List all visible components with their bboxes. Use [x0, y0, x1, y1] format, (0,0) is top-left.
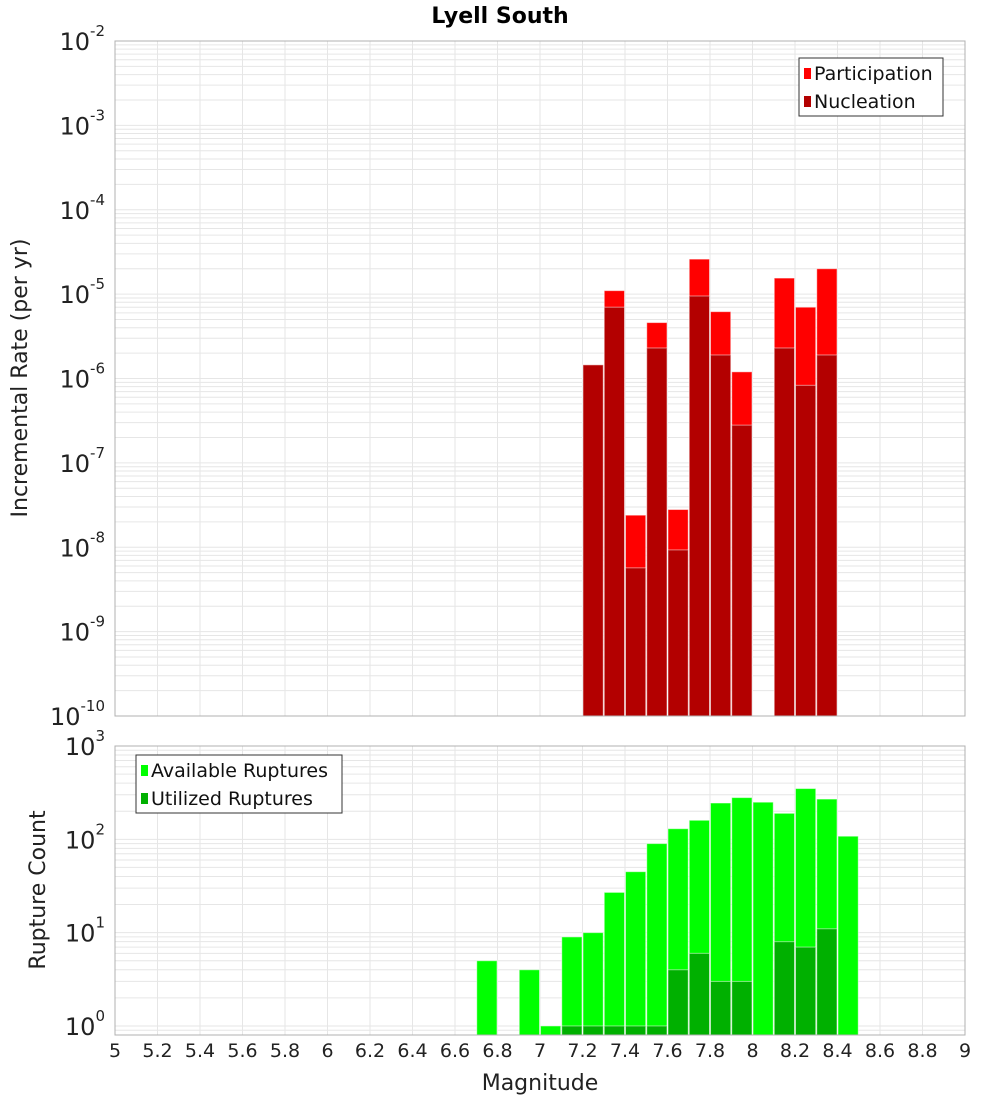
bar-utilized-ruptures: [731, 980, 753, 1036]
bar-nucleation: [795, 384, 817, 717]
plot-border-0: [114, 40, 966, 717]
legend-label: Participation: [814, 63, 933, 85]
legend-swatch: [141, 765, 148, 776]
x-tick-label: 5.8: [270, 1040, 300, 1062]
x-tick-label: 7.8: [695, 1040, 725, 1062]
bar-nucleation: [603, 306, 625, 717]
bar-nucleation: [773, 347, 795, 717]
bar-available-ruptures: [752, 801, 774, 1036]
x-tick-label: 6.6: [440, 1040, 470, 1062]
y-tick-label: 101: [65, 914, 105, 948]
x-tick-label: 7.4: [610, 1040, 640, 1062]
y-tick-label: 10-2: [59, 22, 105, 56]
bar-available-ruptures: [540, 1025, 562, 1036]
bar-utilized-ruptures: [625, 1025, 647, 1036]
legend-label: Nucleation: [814, 91, 916, 113]
bar-utilized-ruptures: [603, 1025, 625, 1036]
bar-available-ruptures: [476, 960, 498, 1036]
bar-available-ruptures: [625, 871, 647, 1036]
bar-available-ruptures: [646, 843, 668, 1036]
y-tick-label: 10-3: [59, 106, 105, 140]
bar-nucleation: [710, 354, 732, 717]
y-tick-label: 10-8: [59, 528, 105, 562]
x-tick-label: 6: [321, 1040, 333, 1062]
chart-title: Lyell South: [431, 4, 568, 29]
x-tick-label: 8: [746, 1040, 758, 1062]
bar-nucleation: [688, 295, 710, 717]
y-tick-label: 10-10: [50, 697, 105, 731]
bar-available-ruptures: [603, 891, 625, 1036]
legend-box: [798, 57, 944, 117]
x-tick-label: 8.2: [780, 1040, 810, 1062]
y-tick-label: 100: [65, 1007, 105, 1041]
x-tick-label: 7.6: [652, 1040, 682, 1062]
bar-available-ruptures: [561, 936, 583, 1036]
y-tick-label: 103: [65, 727, 105, 761]
legend-label: Available Ruptures: [151, 760, 328, 782]
top-y-axis-label: Incremental Rate (per yr): [8, 239, 33, 518]
bar-utilized-ruptures: [667, 969, 689, 1036]
y-tick-label: 10-5: [59, 275, 105, 309]
bar-available-ruptures: [582, 932, 604, 1036]
legend-label: Utilized Ruptures: [151, 788, 313, 810]
bar-utilized-ruptures: [561, 1025, 583, 1036]
bar-utilized-ruptures: [710, 980, 732, 1036]
y-tick-label: 10-9: [59, 613, 105, 647]
bar-utilized-ruptures: [688, 952, 710, 1036]
legend-swatch: [141, 793, 148, 804]
bar-available-ruptures: [837, 835, 859, 1036]
x-tick-label: 5.2: [142, 1040, 172, 1062]
bar-nucleation: [667, 549, 689, 717]
x-tick-label: 6.8: [482, 1040, 512, 1062]
bar-nucleation: [731, 424, 753, 717]
y-tick-label: 102: [65, 820, 105, 854]
x-tick-label: 5: [109, 1040, 121, 1062]
y-tick-label: 10-7: [59, 444, 105, 478]
bar-utilized-ruptures: [773, 941, 795, 1036]
x-tick-label: 5.4: [185, 1040, 215, 1062]
y-tick-label: 10-6: [59, 360, 105, 394]
bar-available-ruptures: [518, 969, 540, 1036]
bar-nucleation: [625, 567, 647, 717]
bar-utilized-ruptures: [816, 928, 838, 1036]
x-tick-label: 6.2: [355, 1040, 385, 1062]
legend-swatch: [804, 96, 811, 107]
bar-nucleation: [582, 364, 604, 717]
bar-utilized-ruptures: [646, 1025, 668, 1036]
x-tick-label: 9: [959, 1040, 971, 1062]
bar-nucleation: [646, 347, 668, 717]
legend-box: [135, 754, 343, 814]
y-tick-label: 10-4: [59, 191, 105, 225]
x-tick-label: 7: [534, 1040, 546, 1062]
bar-utilized-ruptures: [795, 946, 817, 1036]
plot-border-1: [114, 745, 966, 1036]
x-tick-label: 5.6: [227, 1040, 257, 1062]
x-tick-label: 7.2: [567, 1040, 597, 1062]
bottom-y-axis-label: Rupture Count: [26, 810, 51, 970]
x-tick-label: 8.8: [907, 1040, 937, 1062]
bar-utilized-ruptures: [582, 1025, 604, 1036]
legend-swatch: [804, 68, 811, 79]
x-tick-label: 8.4: [822, 1040, 852, 1062]
x-tick-label: 6.4: [397, 1040, 427, 1062]
bar-nucleation: [816, 354, 838, 717]
x-tick-label: 8.6: [865, 1040, 895, 1062]
x-axis-label: Magnitude: [482, 1071, 599, 1096]
